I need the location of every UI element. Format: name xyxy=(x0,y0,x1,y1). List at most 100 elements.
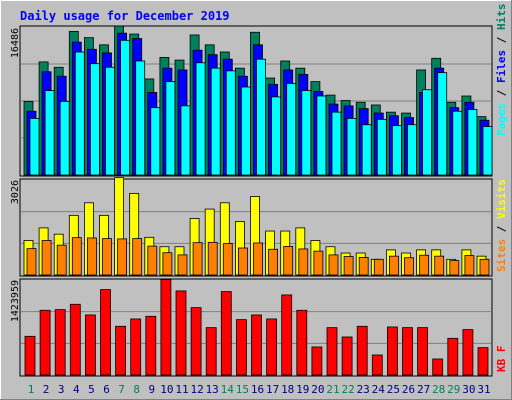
bar-sites-day-6-body xyxy=(102,238,112,276)
bar-pages-day-10-body xyxy=(165,81,176,176)
bar-kbf-day-5 xyxy=(85,314,96,376)
bar-kbf-day-29-body xyxy=(447,337,459,376)
day-label-31: 31 xyxy=(477,383,490,396)
bar-kbf-day-31-body xyxy=(477,347,489,376)
bar-pages-day-19 xyxy=(301,90,312,176)
bar-kbf-day-23-body xyxy=(356,325,368,376)
bar-kbf-day-27-body xyxy=(417,327,429,376)
bar-pages-day-14-body xyxy=(225,70,236,176)
ymax-label-visits: 3026 xyxy=(10,180,21,204)
bar-sites-day-2-body xyxy=(41,240,52,276)
bar-kbf-day-16 xyxy=(251,314,262,376)
bar-kbf-day-30-body xyxy=(462,329,474,376)
bar-pages-day-25-body xyxy=(391,125,402,176)
day-label-19: 19 xyxy=(296,383,309,396)
bar-sites-day-26-body xyxy=(404,257,414,276)
bar-sites-day-4-body xyxy=(71,237,82,276)
bar-kbf-day-23 xyxy=(356,325,368,376)
day-label-26: 26 xyxy=(402,383,415,396)
day-label-12: 12 xyxy=(190,383,203,396)
bar-sites-day-15 xyxy=(237,247,248,276)
bar-pages-day-7 xyxy=(120,39,130,176)
day-label-21: 21 xyxy=(326,383,339,396)
bar-kbf-day-1 xyxy=(24,335,36,376)
bar-kbf-day-17 xyxy=(266,318,278,376)
bar-pages-day-21-body xyxy=(331,111,342,176)
bar-kbf-day-27 xyxy=(417,327,429,376)
bar-kbf-day-12 xyxy=(190,307,202,376)
bar-sites-day-16 xyxy=(253,242,263,276)
bar-pages-day-15-body xyxy=(240,86,251,176)
bar-kbf-day-10 xyxy=(160,279,172,376)
bar-pages-day-28 xyxy=(437,72,448,176)
bar-sites-day-4 xyxy=(71,237,82,276)
day-label-22: 22 xyxy=(341,383,354,396)
day-label-8: 8 xyxy=(133,383,140,396)
bar-kbf-day-24 xyxy=(371,354,383,376)
bar-kbf-day-15 xyxy=(235,319,247,376)
legend-files: Files xyxy=(495,50,508,83)
bar-kbf-day-8 xyxy=(130,318,142,376)
bar-pages-day-19-body xyxy=(301,90,312,176)
bar-sites-day-12-body xyxy=(192,242,203,276)
chart-title: Daily usage for December 2019 xyxy=(20,9,230,23)
bar-sites-day-15-body xyxy=(237,247,248,276)
bar-sites-day-17-body xyxy=(268,248,279,276)
day-labels: 1 2 3 4 5 6 7 8 9 10 11 12 13 14 15 16 17 18 19 20 21 22 23 24 2… xyxy=(28,383,491,396)
bar-sites-day-31 xyxy=(479,258,490,276)
bar-sites-day-28 xyxy=(434,255,445,276)
bar-pages-day-6 xyxy=(105,66,115,176)
bar-pages-day-17 xyxy=(271,96,282,176)
bar-pages-day-13 xyxy=(210,67,221,176)
bar-sites-day-11-body xyxy=(177,254,188,276)
day-label-7: 7 xyxy=(118,383,125,396)
bar-kbf-day-6-body xyxy=(100,289,111,376)
bar-kbf-day-22-body xyxy=(341,336,353,376)
bar-pages-day-4 xyxy=(74,51,85,176)
bar-kbf-day-13 xyxy=(205,327,217,376)
legend-visits-sites-text: Sites / Visits xyxy=(495,179,508,272)
bar-pages-day-23-body xyxy=(361,124,372,176)
day-label-28: 28 xyxy=(432,383,445,396)
bar-kbf-day-28-body xyxy=(432,358,444,376)
bar-kbf-day-30 xyxy=(462,329,474,376)
bar-sites-day-24-body xyxy=(373,258,384,276)
bar-kbf-day-3 xyxy=(54,309,66,376)
legend-separator: / xyxy=(495,30,508,50)
bar-kbf-day-9-body xyxy=(145,315,157,376)
bar-sites-day-10-body xyxy=(162,252,173,276)
bar-sites-day-23 xyxy=(358,257,369,276)
bar-sites-day-7-body xyxy=(117,238,127,276)
bar-kbf-day-24-body xyxy=(371,354,383,376)
bar-pages-day-25 xyxy=(391,125,402,176)
bar-pages-day-28-body xyxy=(437,72,448,176)
legend-hits: Hits xyxy=(495,4,508,31)
bar-sites-day-22-body xyxy=(343,256,354,276)
bar-sites-day-30 xyxy=(464,255,475,276)
day-label-30: 30 xyxy=(462,383,475,396)
bar-kbf-day-9 xyxy=(145,315,157,376)
bar-pages-day-16 xyxy=(256,58,266,176)
bar-kbf-day-10-body xyxy=(160,279,172,376)
bars xyxy=(23,25,493,376)
bar-kbf-day-13-body xyxy=(205,327,217,376)
bar-sites-day-5 xyxy=(87,237,97,276)
bar-kbf-day-4 xyxy=(69,303,81,376)
day-label-11: 11 xyxy=(175,383,188,396)
bar-sites-day-7 xyxy=(117,238,127,276)
bar-sites-day-23-body xyxy=(358,257,369,276)
bar-pages-day-7-body xyxy=(120,39,130,176)
bar-sites-day-16-body xyxy=(253,242,263,276)
bar-kbf-day-18 xyxy=(281,294,293,376)
bar-pages-day-1 xyxy=(29,118,40,176)
bar-pages-day-30 xyxy=(467,109,478,176)
legend-separator: / xyxy=(495,83,508,103)
bar-pages-day-27 xyxy=(422,89,433,176)
bar-sites-day-19 xyxy=(298,248,309,276)
day-label-29: 29 xyxy=(447,383,460,396)
bar-sites-day-27-body xyxy=(419,254,430,276)
bar-sites-day-13 xyxy=(207,241,218,276)
bar-kbf-day-15-body xyxy=(235,319,247,376)
bar-sites-day-21-body xyxy=(328,254,339,276)
legend-kbf-text: KB F xyxy=(495,346,508,373)
